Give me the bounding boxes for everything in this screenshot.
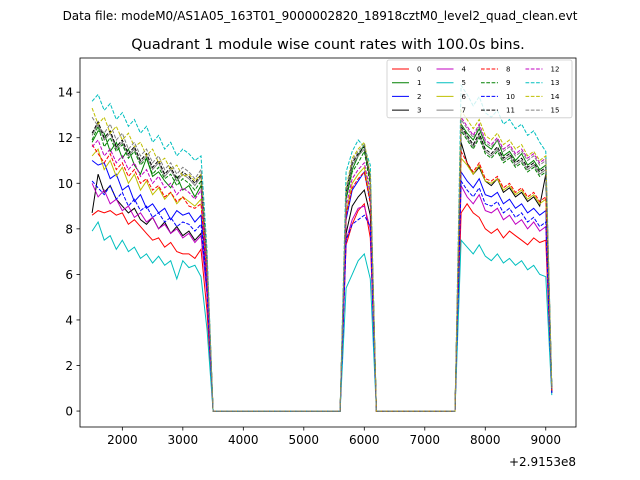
series-line-0 bbox=[91, 202, 553, 412]
y-tick-label: 0 bbox=[65, 405, 73, 419]
x-tick-label: 4000 bbox=[228, 433, 259, 447]
series-line-2 bbox=[91, 160, 553, 412]
series-line-8 bbox=[91, 144, 553, 412]
y-tick-label: 10 bbox=[58, 177, 73, 191]
legend-label-2: 2 bbox=[417, 93, 421, 101]
y-tick-label: 4 bbox=[65, 313, 73, 327]
series-line-10 bbox=[91, 179, 553, 412]
y-tick-label: 8 bbox=[65, 222, 73, 236]
legend-box bbox=[386, 59, 573, 119]
legend-label-7: 7 bbox=[462, 107, 466, 115]
series-line-3 bbox=[91, 142, 553, 412]
series-line-4 bbox=[91, 183, 553, 412]
x-tick-label: 2000 bbox=[107, 433, 138, 447]
series-line-6 bbox=[91, 148, 553, 412]
series-line-15 bbox=[91, 116, 553, 412]
series-line-9 bbox=[91, 124, 553, 412]
legend-label-3: 3 bbox=[417, 107, 421, 115]
suptitle: Data file: modeM0/AS1A05_163T01_90000028… bbox=[63, 9, 578, 23]
legend-label-13: 13 bbox=[551, 79, 560, 87]
x-tick-label: 8000 bbox=[470, 433, 501, 447]
y-tick-label: 2 bbox=[65, 359, 73, 373]
x-tick-label: 9000 bbox=[530, 433, 561, 447]
x-tick-label: 3000 bbox=[168, 433, 199, 447]
y-tick-label: 12 bbox=[58, 131, 73, 145]
series-line-13 bbox=[91, 83, 553, 412]
series-line-5 bbox=[91, 220, 553, 412]
legend-label-6: 6 bbox=[462, 93, 467, 101]
plot-area bbox=[91, 83, 553, 412]
legend-label-10: 10 bbox=[506, 93, 515, 101]
x-tick-label: 7000 bbox=[410, 433, 441, 447]
legend-label-0: 0 bbox=[417, 66, 421, 74]
y-tick-label: 14 bbox=[58, 86, 73, 100]
chart-title: Quadrant 1 module wise count rates with … bbox=[131, 37, 525, 53]
legend-label-5: 5 bbox=[462, 79, 466, 87]
axes: 2000 3000 4000 5000 6000 7000 8000 900002468101… bbox=[58, 57, 577, 447]
x-offset-label: +2.9153e8 bbox=[509, 455, 576, 469]
axes-frame bbox=[79, 57, 577, 428]
legend-label-12: 12 bbox=[551, 66, 560, 74]
y-tick-label: 6 bbox=[65, 268, 73, 282]
legend-label-4: 4 bbox=[462, 66, 467, 74]
legend-label-11: 11 bbox=[506, 107, 515, 115]
legend-label-9: 9 bbox=[506, 79, 510, 87]
legend-label-8: 8 bbox=[506, 66, 510, 74]
x-tick-label: 6000 bbox=[349, 433, 380, 447]
series-line-12 bbox=[91, 115, 553, 412]
x-tick-label: 5000 bbox=[289, 433, 320, 447]
legend-label-1: 1 bbox=[417, 79, 421, 87]
legend-label-15: 15 bbox=[551, 107, 560, 115]
legend-label-14: 14 bbox=[551, 93, 560, 101]
